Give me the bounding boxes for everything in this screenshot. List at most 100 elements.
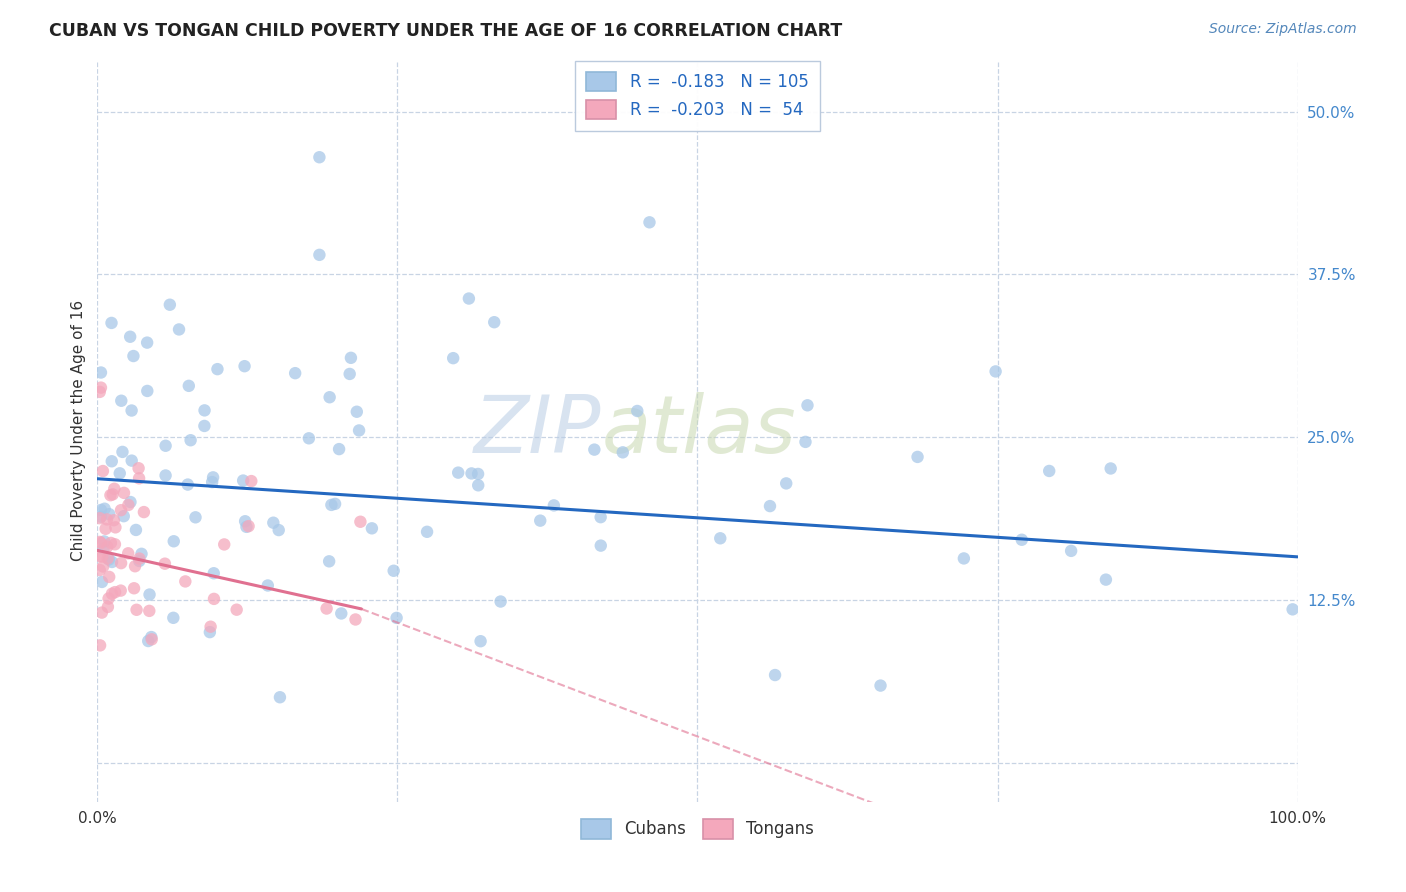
- Point: [103, 482, 125, 496]
- Point: [120, 495, 142, 509]
- Point: [121, 453, 143, 467]
- Point: [232, 474, 254, 488]
- Point: [457, 292, 479, 306]
- Point: [97, 599, 120, 614]
- Point: [101, 587, 124, 601]
- Text: atlas: atlas: [602, 392, 796, 469]
- Point: [93, 501, 115, 516]
- Point: [212, 537, 235, 551]
- Point: [100, 316, 122, 330]
- Point: [177, 379, 200, 393]
- Point: [89, 563, 111, 577]
- Point: [315, 601, 337, 615]
- Point: [484, 315, 506, 329]
- Point: [460, 467, 482, 481]
- Legend: Cubans, Tongans: Cubans, Tongans: [574, 813, 821, 846]
- Point: [323, 497, 346, 511]
- Point: [382, 564, 405, 578]
- Point: [128, 471, 150, 485]
- Point: [163, 534, 186, 549]
- Point: [256, 578, 278, 592]
- Point: [117, 498, 139, 512]
- Point: [89, 639, 111, 653]
- Point: [349, 515, 371, 529]
- Point: [953, 551, 976, 566]
- Point: [543, 499, 565, 513]
- Point: [489, 594, 512, 608]
- Point: [467, 478, 489, 492]
- Point: [97, 551, 120, 566]
- Point: [120, 330, 142, 344]
- Point: [141, 632, 163, 647]
- Point: [202, 566, 225, 581]
- Point: [177, 477, 200, 491]
- Point: [89, 511, 111, 525]
- Point: [112, 509, 135, 524]
- Point: [104, 585, 127, 599]
- Point: [441, 351, 464, 366]
- Point: [321, 498, 343, 512]
- Point: [763, 668, 786, 682]
- Text: Source: ZipAtlas.com: Source: ZipAtlas.com: [1209, 22, 1357, 37]
- Point: [447, 466, 470, 480]
- Point: [128, 551, 150, 566]
- Point: [90, 366, 112, 380]
- Point: [174, 574, 197, 589]
- Point: [104, 520, 127, 534]
- Point: [298, 431, 321, 445]
- Point: [907, 450, 929, 464]
- Point: [328, 442, 350, 456]
- Point: [267, 523, 290, 537]
- Point: [235, 520, 257, 534]
- Point: [128, 461, 150, 475]
- Point: [91, 549, 114, 564]
- Point: [90, 606, 112, 620]
- Point: [155, 439, 177, 453]
- Point: [200, 620, 222, 634]
- Point: [318, 390, 340, 404]
- Point: [138, 604, 160, 618]
- Point: [339, 367, 361, 381]
- Point: [110, 393, 132, 408]
- Point: [1060, 544, 1083, 558]
- Point: [225, 603, 247, 617]
- Point: [201, 475, 224, 489]
- Point: [344, 612, 367, 626]
- Point: [1038, 464, 1060, 478]
- Point: [318, 554, 340, 568]
- Point: [467, 467, 489, 481]
- Point: [308, 150, 330, 164]
- Point: [207, 362, 229, 376]
- Point: [89, 549, 111, 563]
- Point: [121, 403, 143, 417]
- Point: [136, 384, 159, 398]
- Point: [98, 570, 121, 584]
- Point: [1011, 533, 1033, 547]
- Point: [162, 611, 184, 625]
- Point: [269, 690, 291, 705]
- Point: [141, 630, 163, 644]
- Point: [94, 522, 117, 536]
- Point: [330, 607, 353, 621]
- Point: [155, 468, 177, 483]
- Point: [233, 359, 256, 374]
- Point: [97, 591, 120, 606]
- Point: [202, 470, 225, 484]
- Point: [101, 555, 124, 569]
- Point: [124, 559, 146, 574]
- Point: [93, 541, 115, 556]
- Point: [103, 513, 125, 527]
- Point: [233, 514, 256, 528]
- Point: [108, 467, 131, 481]
- Point: [626, 404, 648, 418]
- Point: [159, 298, 181, 312]
- Point: [91, 464, 114, 478]
- Point: [167, 322, 190, 336]
- Point: [125, 603, 148, 617]
- Point: [98, 552, 121, 566]
- Point: [96, 512, 118, 526]
- Point: [89, 535, 111, 549]
- Text: CUBAN VS TONGAN CHILD POVERTY UNDER THE AGE OF 16 CORRELATION CHART: CUBAN VS TONGAN CHILD POVERTY UNDER THE …: [49, 22, 842, 40]
- Point: [775, 476, 797, 491]
- Point: [110, 503, 132, 517]
